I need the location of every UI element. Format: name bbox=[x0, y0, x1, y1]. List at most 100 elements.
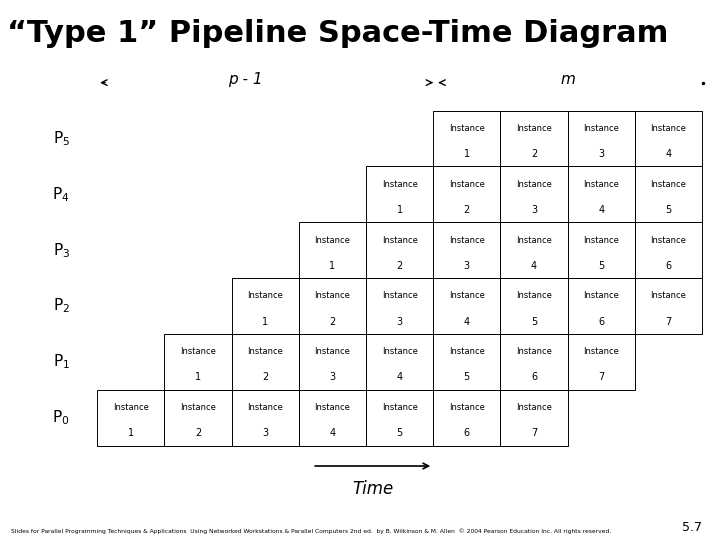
Text: 2: 2 bbox=[195, 428, 201, 438]
Text: 4: 4 bbox=[531, 261, 537, 271]
Text: m: m bbox=[560, 72, 575, 87]
Text: Instance: Instance bbox=[650, 180, 686, 189]
Bar bbox=[500, 334, 567, 390]
Text: 1: 1 bbox=[464, 149, 470, 159]
Text: Instance: Instance bbox=[516, 235, 552, 245]
Text: Instance: Instance bbox=[180, 403, 216, 412]
Text: 5: 5 bbox=[665, 205, 672, 215]
Bar bbox=[299, 334, 366, 390]
Bar bbox=[635, 278, 702, 334]
Text: Instance: Instance bbox=[516, 124, 552, 133]
Text: Instance: Instance bbox=[583, 235, 619, 245]
Text: Instance: Instance bbox=[583, 180, 619, 189]
Text: Instance: Instance bbox=[516, 180, 552, 189]
Text: Slides for Parallel Programming Techniques & Applications  Using Networked Works: Slides for Parallel Programming Techniqu… bbox=[11, 528, 611, 534]
Bar bbox=[567, 222, 635, 278]
Text: 4: 4 bbox=[665, 149, 672, 159]
Text: P$_2$: P$_2$ bbox=[53, 296, 70, 315]
Bar bbox=[635, 222, 702, 278]
Text: P$_3$: P$_3$ bbox=[53, 241, 70, 260]
Text: 6: 6 bbox=[665, 261, 672, 271]
Text: 2: 2 bbox=[397, 261, 402, 271]
Bar bbox=[433, 278, 500, 334]
Text: 6: 6 bbox=[531, 373, 537, 382]
Text: 6: 6 bbox=[598, 316, 604, 327]
Text: Instance: Instance bbox=[180, 347, 216, 356]
Text: Instance: Instance bbox=[113, 403, 149, 412]
Text: Instance: Instance bbox=[449, 124, 485, 133]
Bar bbox=[500, 111, 567, 166]
Text: 2: 2 bbox=[329, 316, 336, 327]
Text: 2: 2 bbox=[464, 205, 470, 215]
Text: 1: 1 bbox=[397, 205, 402, 215]
Text: Instance: Instance bbox=[382, 347, 418, 356]
Text: 1: 1 bbox=[127, 428, 134, 438]
Text: Instance: Instance bbox=[449, 347, 485, 356]
Text: Instance: Instance bbox=[247, 292, 283, 300]
Bar bbox=[433, 334, 500, 390]
Text: Instance: Instance bbox=[382, 292, 418, 300]
Text: Instance: Instance bbox=[583, 347, 619, 356]
Text: Instance: Instance bbox=[449, 403, 485, 412]
Bar bbox=[433, 222, 500, 278]
Text: Instance: Instance bbox=[516, 403, 552, 412]
Bar bbox=[567, 278, 635, 334]
Bar bbox=[500, 166, 567, 222]
Text: 7: 7 bbox=[598, 373, 604, 382]
Text: 5.7: 5.7 bbox=[682, 521, 702, 534]
Text: Instance: Instance bbox=[382, 180, 418, 189]
Text: Instance: Instance bbox=[449, 235, 485, 245]
Text: Instance: Instance bbox=[650, 235, 686, 245]
Text: Instance: Instance bbox=[583, 124, 619, 133]
Text: 3: 3 bbox=[464, 261, 470, 271]
Bar bbox=[366, 334, 433, 390]
Text: P$_0$: P$_0$ bbox=[53, 408, 70, 427]
Bar bbox=[164, 334, 232, 390]
Text: Instance: Instance bbox=[382, 403, 418, 412]
Text: 6: 6 bbox=[464, 428, 470, 438]
Bar bbox=[299, 222, 366, 278]
Bar bbox=[433, 390, 500, 446]
Text: 5: 5 bbox=[598, 261, 604, 271]
Bar bbox=[97, 390, 164, 446]
Text: 4: 4 bbox=[464, 316, 470, 327]
Bar bbox=[366, 278, 433, 334]
Text: Instance: Instance bbox=[247, 403, 283, 412]
Text: Time: Time bbox=[352, 480, 393, 497]
Bar bbox=[232, 334, 299, 390]
Text: Instance: Instance bbox=[650, 124, 686, 133]
Text: 2: 2 bbox=[262, 373, 269, 382]
Text: 4: 4 bbox=[397, 373, 402, 382]
Text: Instance: Instance bbox=[516, 347, 552, 356]
Bar bbox=[366, 166, 433, 222]
Text: 3: 3 bbox=[531, 205, 537, 215]
Text: P$_1$: P$_1$ bbox=[53, 353, 70, 371]
Text: 3: 3 bbox=[397, 316, 402, 327]
Text: Instance: Instance bbox=[247, 347, 283, 356]
Bar bbox=[567, 334, 635, 390]
Text: 3: 3 bbox=[598, 149, 604, 159]
Text: 2: 2 bbox=[531, 149, 537, 159]
Text: Instance: Instance bbox=[449, 180, 485, 189]
Text: Instance: Instance bbox=[449, 292, 485, 300]
Bar bbox=[500, 390, 567, 446]
Text: P$_5$: P$_5$ bbox=[53, 129, 70, 148]
Text: 5: 5 bbox=[397, 428, 402, 438]
Bar bbox=[500, 278, 567, 334]
Bar bbox=[232, 278, 299, 334]
Text: Instance: Instance bbox=[315, 403, 351, 412]
Bar bbox=[299, 278, 366, 334]
Bar bbox=[164, 390, 232, 446]
Text: 7: 7 bbox=[531, 428, 537, 438]
Text: “Type 1” Pipeline Space-Time Diagram: “Type 1” Pipeline Space-Time Diagram bbox=[7, 19, 669, 48]
Bar bbox=[635, 166, 702, 222]
Text: P$_4$: P$_4$ bbox=[53, 185, 70, 204]
Text: Instance: Instance bbox=[382, 235, 418, 245]
Bar bbox=[433, 111, 500, 166]
Text: Instance: Instance bbox=[583, 292, 619, 300]
Bar bbox=[366, 390, 433, 446]
Text: 5: 5 bbox=[464, 373, 470, 382]
Text: 5: 5 bbox=[531, 316, 537, 327]
Bar bbox=[635, 111, 702, 166]
Bar bbox=[567, 111, 635, 166]
